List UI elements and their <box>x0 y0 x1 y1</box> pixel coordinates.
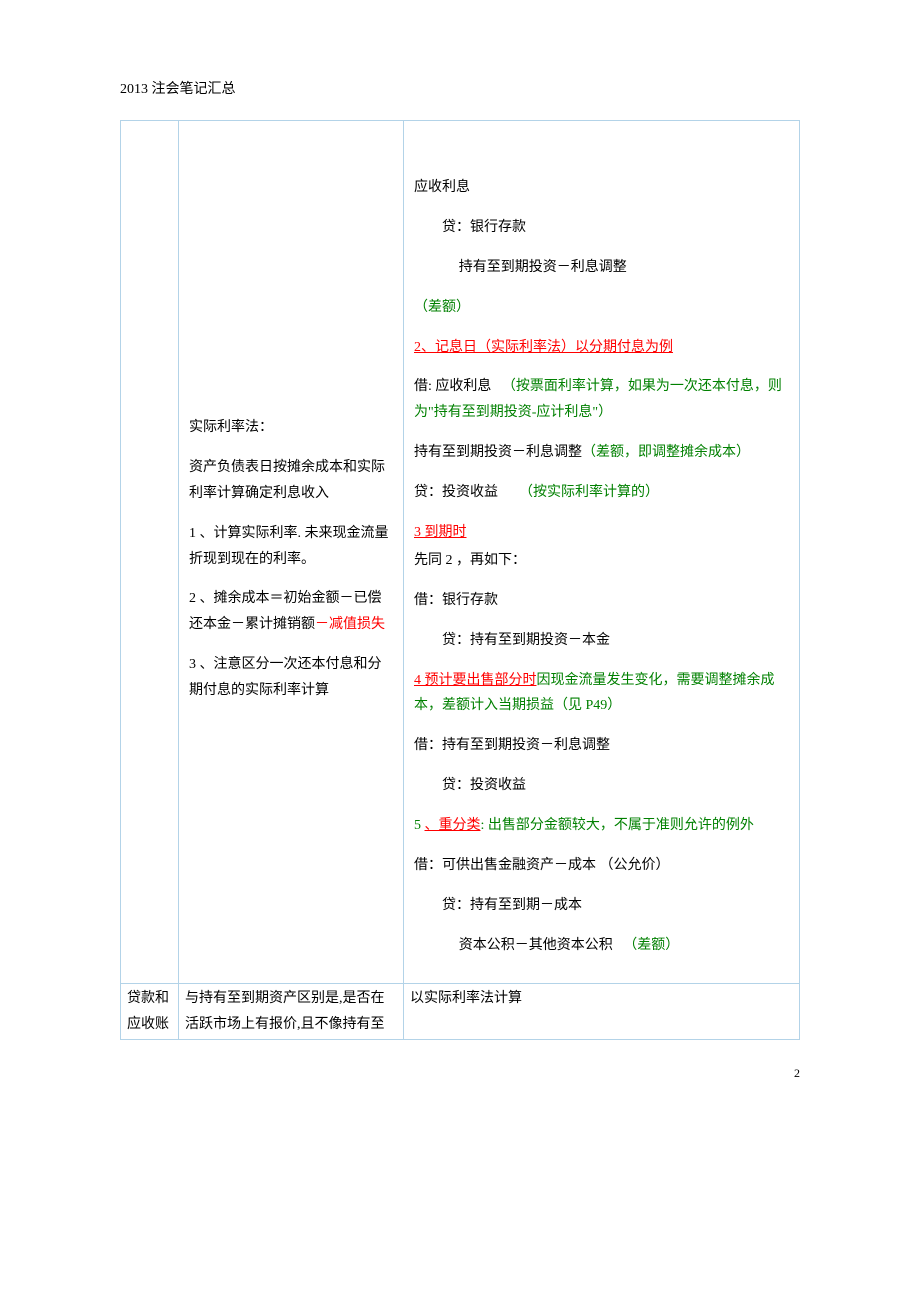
text-red: －减值损失 <box>315 617 385 632</box>
text: 借：可供出售金融资产－成本 （公允价） <box>414 853 789 879</box>
text: 2 、摊余成本＝初始金额－已偿还本金－累计摊销额－减值损失 <box>189 586 393 638</box>
cell-description: 实际利率法： 资产负债表日按摊余成本和实际利率计算确定利息收入 1 、计算实际利… <box>179 121 404 984</box>
table-row: 贷款和应收账 与持有至到期资产区别是,是否在活跃市场上有报价,且不像持有至 以实… <box>121 983 800 1040</box>
text-green: （差额，即调整摊余成本） <box>582 445 750 460</box>
text: 先同 2 ，再如下： <box>414 548 789 574</box>
text-green: （差额） <box>414 295 789 321</box>
text: 持有至到期投资－利息调整 <box>414 445 582 460</box>
text-green: （按实际利率计算的） <box>519 485 659 500</box>
text: 借：持有至到期投资－利息调整 <box>414 733 789 759</box>
text: 贷：持有至到期投资－本金 <box>414 628 789 654</box>
content-table: 实际利率法： 资产负债表日按摊余成本和实际利率计算确定利息收入 1 、计算实际利… <box>120 120 800 1040</box>
page-container: 2013 注会笔记汇总 实际利率法： 资产负债表日按摊余成本和实际利率计算确定利… <box>0 0 920 1131</box>
text: 资产负债表日按摊余成本和实际利率计算确定利息收入 <box>189 455 393 507</box>
text: 贷：银行存款 <box>414 215 789 241</box>
text: 贷：投资收益 （按实际利率计算的） <box>414 480 789 506</box>
text-green: （差额） <box>623 938 679 953</box>
text: 3 到期时 <box>414 520 789 546</box>
text: 贷：投资收益 <box>414 773 789 799</box>
text: 资本公积－其他资本公积 （差额） <box>414 933 789 959</box>
text: 1 、计算实际利率. 未来现金流量折现到现在的利率。 <box>189 521 393 573</box>
text-red-underline: 4 预计要出售部分时 <box>414 673 537 688</box>
text: 资本公积－其他资本公积 <box>459 938 613 953</box>
text: 借: 应收利息 （按票面利率计算，如果为一次还本付息，则为"持有至到期投资-应计… <box>414 374 789 426</box>
cell-category <box>121 121 179 984</box>
text: 借：银行存款 <box>414 588 789 614</box>
text-red-underline: 2、记息日（实际利率法）以分期付息为例 <box>414 335 789 361</box>
text: 借: 应收利息 <box>414 379 491 394</box>
text-green: 5 、重分类: 出售部分金额较大，不属于准则允许的例外 <box>414 813 789 839</box>
cell-entries: 应收利息 贷：银行存款 持有至到期投资－利息调整 （差额） 2、记息日（实际利率… <box>404 121 800 984</box>
text: 3 、注意区分一次还本付息和分期付息的实际利率计算 <box>189 652 393 704</box>
text: 实际利率法： <box>189 415 393 441</box>
text: : 出售部分金额较大，不属于准则允许的例外 <box>481 818 754 833</box>
text: 应收利息 <box>414 175 789 201</box>
text: 持有至到期投资－利息调整 <box>414 255 789 281</box>
cell-description: 与持有至到期资产区别是,是否在活跃市场上有报价,且不像持有至 <box>179 983 404 1040</box>
text: 5 <box>414 818 425 833</box>
text-green: 4 预计要出售部分时因现金流量发生变化，需要调整摊余成本，差额计入当期损益（见 … <box>414 668 789 720</box>
text: 贷：持有至到期－成本 <box>414 893 789 919</box>
table-row: 实际利率法： 资产负债表日按摊余成本和实际利率计算确定利息收入 1 、计算实际利… <box>121 121 800 984</box>
page-header: 2013 注会笔记汇总 <box>120 78 800 98</box>
page-number: 2 <box>120 1066 800 1081</box>
text: 2、记息日（实际利率法）以分期付息为例 <box>414 340 673 355</box>
text-red-underline: 、重分类 <box>425 818 481 833</box>
cell-entries: 以实际利率法计算 <box>404 983 800 1040</box>
cell-category: 贷款和应收账 <box>121 983 179 1040</box>
text: 贷：投资收益 <box>414 485 498 500</box>
text: 持有至到期投资－利息调整（差额，即调整摊余成本） <box>414 440 789 466</box>
text-red-underline: 3 到期时 <box>414 525 467 540</box>
